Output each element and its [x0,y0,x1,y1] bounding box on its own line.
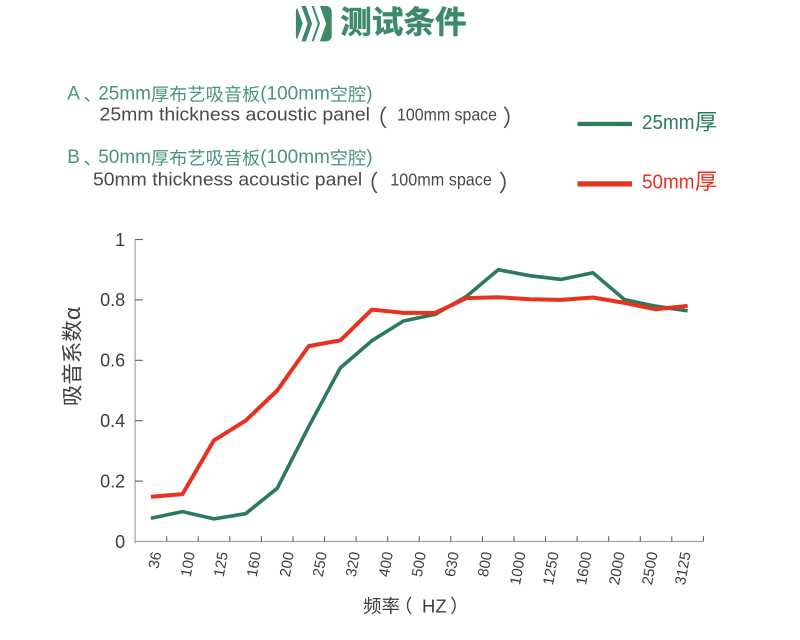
svg-text:HZ: HZ [422,596,447,617]
svg-text:100mm space: 100mm space [397,104,497,124]
svg-text:2000: 2000 [606,551,629,587]
svg-text:1250: 1250 [540,551,563,587]
svg-text:320: 320 [343,551,364,579]
svg-text:36: 36 [146,551,166,570]
svg-text:100mm space: 100mm space [390,169,492,189]
svg-text:50mm thickness acoustic panel: 50mm thickness acoustic panel [93,169,362,189]
svg-text:3125: 3125 [672,551,695,587]
svg-text:100: 100 [178,551,199,579]
svg-text:(100mm: (100mm [260,147,330,168]
svg-text:0.6: 0.6 [100,351,125,371]
svg-text:25mm: 25mm [642,111,695,134]
svg-text:125: 125 [211,551,232,579]
svg-text:1: 1 [115,230,125,250]
svg-text:1000: 1000 [507,551,530,587]
svg-text:0.8: 0.8 [100,290,125,310]
svg-text:25mm thickness acoustic panel: 25mm thickness acoustic panel [100,104,371,124]
svg-text:0.2: 0.2 [100,471,125,491]
svg-text:800: 800 [475,551,496,579]
svg-text:630: 630 [442,551,463,579]
svg-text:400: 400 [376,551,397,579]
svg-text:1600: 1600 [573,551,596,587]
svg-text:): ) [366,83,372,104]
svg-text:): ) [366,147,372,168]
svg-text:(100mm: (100mm [260,83,330,104]
svg-text:B: B [67,147,80,168]
svg-text:50mm: 50mm [98,147,151,168]
svg-text:50mm: 50mm [642,171,695,194]
svg-text:0.4: 0.4 [100,411,125,431]
svg-text:2500: 2500 [639,551,662,587]
svg-text:250: 250 [310,551,331,579]
svg-text:200: 200 [277,551,298,579]
svg-text:0: 0 [115,532,125,552]
svg-text:25mm: 25mm [98,83,151,104]
svg-text:A: A [67,83,80,104]
svg-text:500: 500 [409,551,430,579]
svg-text:160: 160 [244,551,265,579]
